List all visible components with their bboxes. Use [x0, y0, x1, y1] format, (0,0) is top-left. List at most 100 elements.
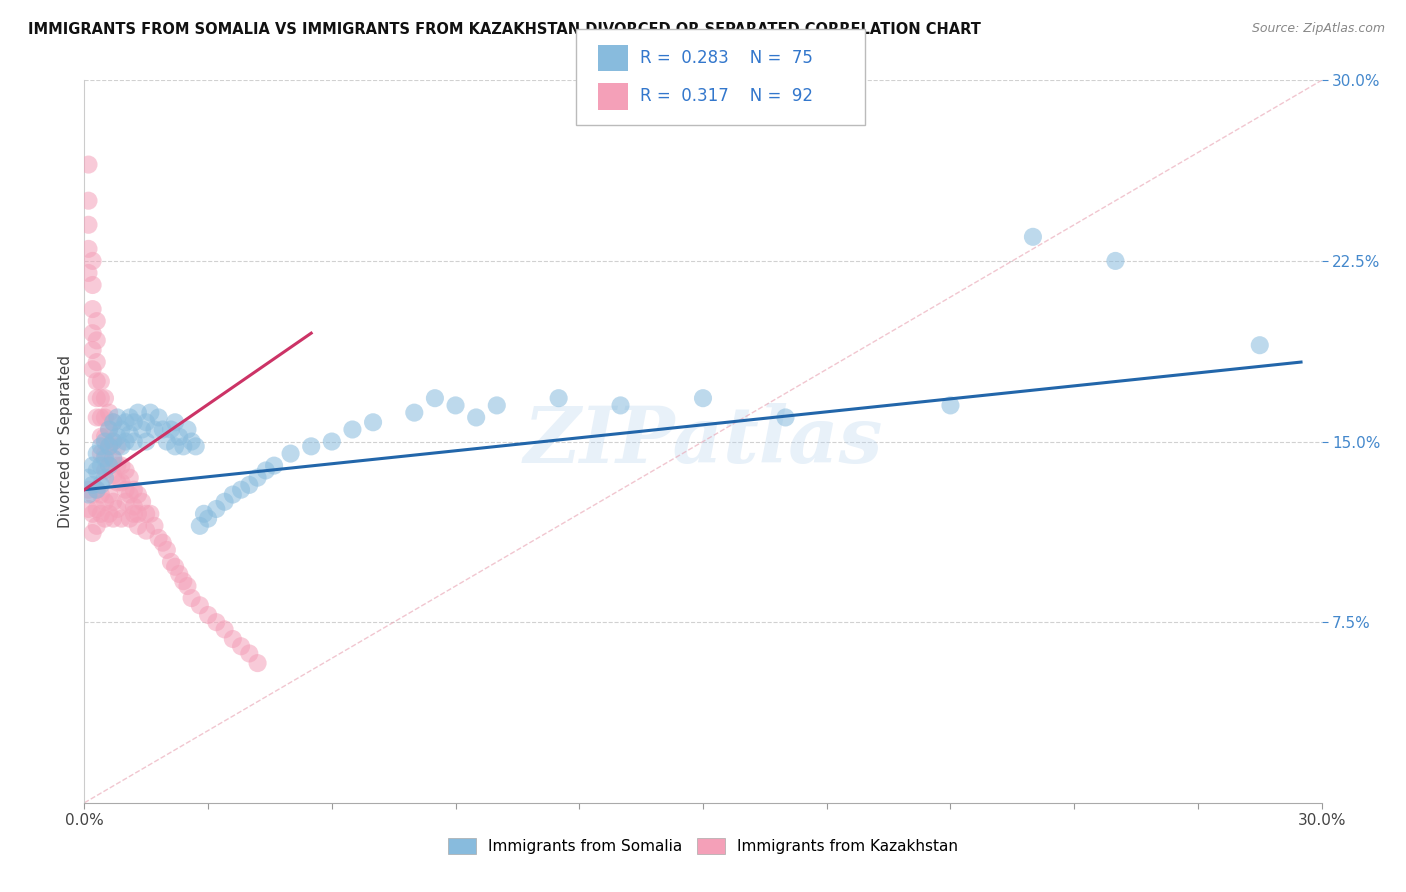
- Point: [105, 475, 128, 490]
- Point: [90, 430, 112, 444]
- Point: [122, 434, 145, 449]
- Point: [105, 458, 128, 473]
- Point: [775, 410, 797, 425]
- Point: [180, 591, 202, 605]
- Point: [103, 468, 125, 483]
- Point: [103, 434, 125, 449]
- Point: [110, 439, 132, 453]
- Point: [152, 422, 174, 436]
- Text: R =  0.283    N =  75: R = 0.283 N = 75: [640, 49, 813, 67]
- Point: [156, 434, 179, 449]
- Point: [167, 567, 190, 582]
- Point: [139, 406, 162, 420]
- Point: [423, 391, 446, 405]
- Point: [165, 559, 187, 574]
- Point: [299, 439, 322, 453]
- Point: [465, 410, 488, 425]
- Text: ZIPatlas: ZIPatlas: [523, 403, 883, 480]
- Point: [197, 511, 219, 525]
- Point: [176, 422, 198, 436]
- Y-axis label: Divorced or Separated: Divorced or Separated: [58, 355, 73, 528]
- Point: [135, 507, 157, 521]
- Point: [167, 430, 190, 444]
- Point: [205, 615, 228, 630]
- Point: [77, 157, 100, 171]
- Point: [361, 415, 384, 429]
- Point: [86, 483, 108, 497]
- Point: [86, 502, 108, 516]
- Point: [98, 422, 121, 436]
- Point: [82, 507, 104, 521]
- Point: [118, 470, 141, 484]
- Point: [114, 483, 136, 497]
- Point: [103, 415, 125, 429]
- Text: IMMIGRANTS FROM SOMALIA VS IMMIGRANTS FROM KAZAKHSTAN DIVORCED OR SEPARATED CORR: IMMIGRANTS FROM SOMALIA VS IMMIGRANTS FR…: [28, 22, 981, 37]
- Point: [1022, 230, 1045, 244]
- Point: [82, 326, 104, 340]
- Point: [122, 415, 145, 429]
- Point: [103, 451, 125, 466]
- Point: [82, 458, 104, 473]
- Point: [94, 434, 117, 449]
- Point: [77, 266, 100, 280]
- Point: [148, 531, 170, 545]
- Point: [139, 507, 162, 521]
- Point: [135, 434, 157, 449]
- Point: [188, 599, 211, 613]
- Point: [127, 518, 149, 533]
- Point: [82, 487, 104, 501]
- Point: [135, 524, 157, 538]
- Point: [105, 439, 128, 453]
- Point: [110, 458, 132, 473]
- Point: [77, 483, 100, 497]
- Point: [103, 511, 125, 525]
- Point: [118, 487, 141, 501]
- Point: [238, 647, 260, 661]
- Point: [205, 502, 228, 516]
- Point: [148, 410, 170, 425]
- Point: [94, 410, 117, 425]
- Point: [280, 446, 302, 460]
- Point: [188, 518, 211, 533]
- Point: [238, 478, 260, 492]
- Point: [229, 639, 252, 653]
- Point: [485, 398, 508, 412]
- Point: [94, 511, 117, 525]
- Point: [1104, 253, 1126, 268]
- Point: [98, 507, 121, 521]
- Point: [172, 439, 194, 453]
- Point: [692, 391, 714, 405]
- Point: [90, 374, 112, 388]
- Point: [94, 451, 117, 466]
- Text: Source: ZipAtlas.com: Source: ZipAtlas.com: [1251, 22, 1385, 36]
- Point: [122, 507, 145, 521]
- Legend: Immigrants from Somalia, Immigrants from Kazakhstan: Immigrants from Somalia, Immigrants from…: [441, 832, 965, 860]
- Point: [105, 502, 128, 516]
- Point: [82, 343, 104, 357]
- Point: [86, 518, 108, 533]
- Point: [77, 194, 100, 208]
- Point: [160, 555, 183, 569]
- Point: [160, 422, 183, 436]
- Point: [94, 463, 117, 477]
- Point: [103, 494, 125, 508]
- Point: [98, 458, 121, 473]
- Point: [82, 362, 104, 376]
- Point: [94, 430, 117, 444]
- Point: [98, 487, 121, 501]
- Point: [86, 314, 108, 328]
- Point: [90, 507, 112, 521]
- Point: [127, 406, 149, 420]
- Point: [229, 483, 252, 497]
- Point: [77, 487, 100, 501]
- Point: [94, 446, 117, 460]
- Point: [547, 391, 569, 405]
- Point: [94, 391, 117, 405]
- Point: [342, 422, 364, 436]
- Point: [118, 427, 141, 442]
- Point: [184, 439, 207, 453]
- Point: [90, 458, 112, 473]
- Point: [86, 334, 108, 348]
- Point: [263, 458, 285, 473]
- Point: [82, 277, 104, 292]
